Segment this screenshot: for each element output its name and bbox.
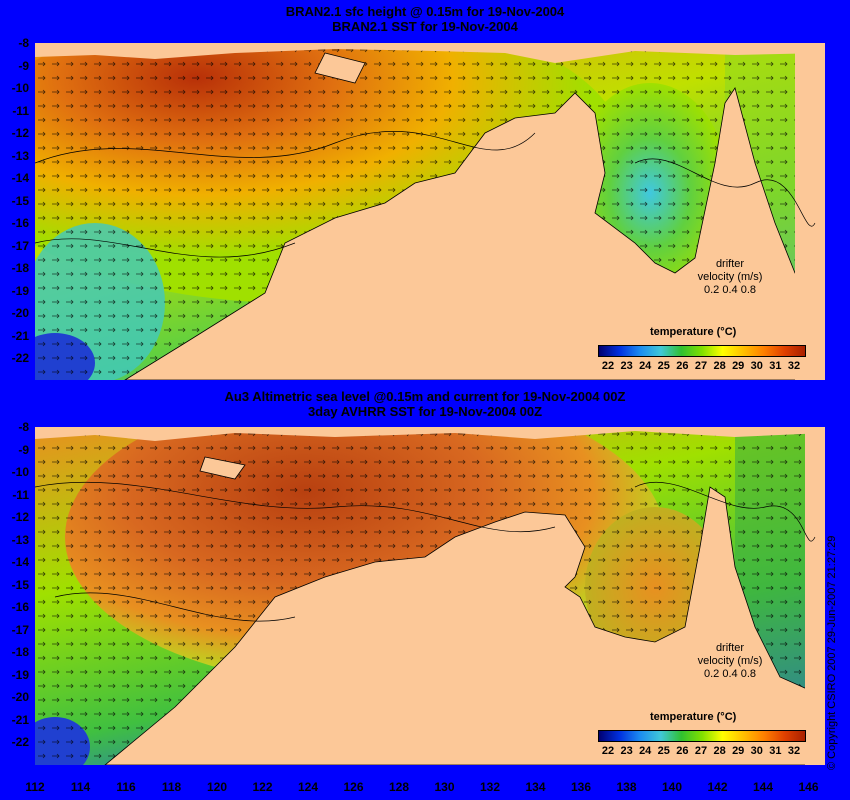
latitude-label: -8 (18, 36, 29, 50)
colorbar-tick-label: 24 (639, 360, 652, 372)
latitude-label: -12 (11, 510, 29, 524)
colorbar-tick-label: 27 (694, 360, 708, 372)
latitude-label: -22 (11, 351, 29, 365)
longitude-label: 146 (798, 780, 819, 794)
panel2-map (35, 427, 825, 765)
latitude-label: -8 (18, 420, 29, 434)
latitude-label: -20 (11, 306, 29, 320)
latitude-label: -18 (11, 645, 29, 659)
australia-land (104, 486, 825, 765)
latitude-label: -10 (11, 465, 29, 479)
panel1-title: BRAN2.1 sfc height @ 0.15m for 19-Nov-20… (285, 4, 565, 19)
latitude-label: -18 (11, 261, 29, 275)
longitude-label: 142 (707, 780, 728, 794)
colorbar-tick-label: 29 (732, 745, 745, 757)
colorbar-tick-label: 23 (620, 360, 633, 372)
panel1-legend-title: temperature (°C) (650, 326, 737, 338)
longitude-label: 128 (388, 780, 410, 794)
latitude-label: -14 (11, 555, 29, 569)
longitude-label: 134 (525, 780, 546, 794)
colorbar-tick-label: 26 (676, 360, 689, 372)
timor-land (199, 456, 246, 480)
latitude-label: -19 (11, 667, 29, 682)
colorbar-tick-label: 27 (694, 745, 708, 757)
colorbar-tick-label: 32 (787, 360, 801, 372)
panel1-subtitle: BRAN2.1 SST for 19-Nov-2004 (332, 19, 518, 34)
colorbar-tick-label: 32 (787, 745, 801, 757)
longitude-label: 112 (25, 780, 45, 794)
copyright-notice: © Copyright CSIRO 2007 29-Jun-2007 21:27… (826, 535, 838, 770)
colorbar-tick-label: 28 (713, 360, 726, 372)
longitude-label: 116 (116, 780, 136, 794)
longitude-label: 132 (479, 780, 501, 794)
longitude-label: 144 (752, 780, 774, 794)
latitude-label: -13 (11, 148, 29, 163)
colorbar-tick-label: 24 (639, 745, 652, 757)
latitude-label: -16 (11, 600, 29, 614)
latitude-label: -13 (11, 532, 29, 547)
colorbar-tick-label: 28 (713, 745, 726, 757)
timor-land (314, 52, 366, 84)
latitude-label: -11 (12, 103, 29, 118)
panel1-colorbar (598, 345, 806, 357)
longitude-label: 120 (206, 780, 228, 794)
australia-land (124, 87, 825, 380)
latitude-label: -21 (11, 328, 29, 343)
panel1-drifter-legend: drifter velocity (m/s) 0.2 0.4 0.8 (697, 258, 763, 296)
panel1-map (35, 43, 825, 380)
longitude-label: 136 (570, 780, 592, 794)
longitude-label: 140 (661, 780, 683, 794)
latitude-label: -17 (11, 238, 29, 253)
colorbar-tick-label: 29 (732, 360, 745, 372)
longitude-label: 124 (297, 780, 319, 794)
panel2-drifter-legend: drifter velocity (m/s) 0.2 0.4 0.8 (697, 642, 763, 680)
longitude-label: 130 (434, 780, 455, 794)
latitude-label: -14 (11, 171, 29, 185)
colorbar-tick-label: 22 (601, 360, 615, 372)
panel2-legend-title: temperature (°C) (650, 711, 737, 723)
latitude-label: -9 (18, 442, 29, 457)
latitude-label: -15 (11, 577, 29, 592)
latitude-label: -12 (11, 126, 29, 140)
latitude-label: -17 (11, 622, 29, 637)
panel2-colorbar (598, 730, 806, 742)
longitude-label: 138 (616, 780, 637, 794)
latitude-label: -20 (11, 690, 29, 704)
latitude-label: -15 (11, 193, 29, 208)
latitude-label: -21 (11, 712, 29, 727)
latitude-label: -11 (12, 487, 29, 502)
longitude-label: 114 (70, 780, 91, 794)
colorbar-tick-label: 30 (750, 745, 763, 757)
latitude-label: -16 (11, 216, 29, 230)
colorbar-tick-label: 26 (676, 745, 689, 757)
colorbar-tick-label: 22 (601, 745, 615, 757)
latitude-label: -10 (11, 81, 29, 95)
colorbar-tick-label: 25 (657, 360, 670, 372)
panel2-title: Au3 Altimetric sea level @0.15m and curr… (224, 389, 626, 404)
latitude-label: -22 (11, 735, 29, 749)
longitude-label: 118 (161, 780, 182, 794)
longitude-label: 122 (252, 780, 273, 794)
colorbar-tick-label: 23 (620, 745, 633, 757)
colorbar-tick-label: 31 (769, 745, 782, 757)
panel2-subtitle: 3day AVHRR SST for 19-Nov-2004 00Z (307, 404, 543, 419)
colorbar-tick-label: 31 (769, 360, 782, 372)
colorbar-tick-label: 30 (750, 360, 763, 372)
latitude-label: -9 (18, 58, 29, 73)
longitude-label: 126 (343, 780, 364, 794)
colorbar-tick-label: 25 (657, 745, 670, 757)
latitude-label: -19 (11, 283, 29, 298)
